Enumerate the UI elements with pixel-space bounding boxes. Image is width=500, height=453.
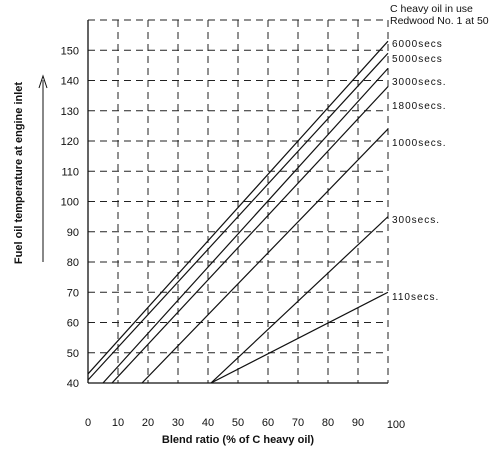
x-tick-label-30: 30 bbox=[172, 417, 184, 429]
grid bbox=[88, 19, 388, 383]
legend-note-line1: C heavy oil in use bbox=[390, 3, 473, 15]
y-tick-label-70: 70 bbox=[67, 287, 79, 299]
y-tick-label-100: 100 bbox=[61, 197, 79, 209]
y-tick-label-130: 130 bbox=[61, 106, 79, 118]
x-tick-label-10: 10 bbox=[112, 417, 124, 429]
y-tick-label-120: 120 bbox=[61, 136, 79, 148]
y-tick-label-80: 80 bbox=[67, 257, 79, 269]
y-tick-label-90: 90 bbox=[67, 227, 79, 239]
series-lines bbox=[87, 40, 389, 384]
series-line-1800secs bbox=[111, 86, 389, 384]
x-tick-label-70: 70 bbox=[292, 417, 304, 429]
y-tick-label-140: 140 bbox=[61, 76, 79, 88]
x-tick-label-90: 90 bbox=[352, 417, 364, 429]
y-tick-labels: 40 50 60 70 80 90 100 110 120 130 140 150 bbox=[61, 45, 79, 390]
y-axis-label: Fuel oil temperature at engine inlet bbox=[13, 82, 25, 264]
series-line-300secs bbox=[210, 216, 389, 384]
x-tick-label-40: 40 bbox=[202, 417, 214, 429]
y-tick-label-40: 40 bbox=[67, 378, 79, 390]
y-tick-label-60: 60 bbox=[67, 318, 79, 330]
y-tick-label-50: 50 bbox=[67, 348, 79, 360]
series-line-3000secs bbox=[102, 67, 389, 384]
series-label-6000secs: 6000secs bbox=[392, 39, 443, 50]
x-tick-label-100: 100 bbox=[387, 419, 405, 431]
series-label-300secs: 300secs. bbox=[392, 215, 440, 226]
x-tick-label-20: 20 bbox=[142, 417, 154, 429]
series-label-110secs: 110secs. bbox=[392, 292, 439, 303]
y-tick-label-110: 110 bbox=[61, 166, 79, 178]
x-tick-label-80: 80 bbox=[322, 417, 334, 429]
x-tick-label-60: 60 bbox=[262, 417, 274, 429]
series-labels: 6000secs 5000secs 3000secs. 1800secs. 1000se… bbox=[392, 39, 447, 303]
series-label-3000secs: 3000secs. bbox=[392, 77, 447, 88]
x-tick-label-0: 0 bbox=[85, 417, 91, 429]
axes bbox=[87, 20, 389, 384]
series-label-5000secs: 5000secs bbox=[392, 54, 443, 65]
series-line-5000secs bbox=[87, 52, 389, 381]
y-axis-arrow bbox=[38, 74, 48, 262]
series-line-1000secs bbox=[141, 128, 389, 384]
y-tick-label-150: 150 bbox=[61, 45, 79, 57]
series-label-1000secs: 1000secs. bbox=[392, 138, 447, 149]
series-line-6000secs bbox=[87, 40, 389, 375]
series-line-110secs bbox=[210, 291, 389, 384]
series-label-1800secs: 1800secs. bbox=[392, 101, 447, 112]
x-tick-label-50: 50 bbox=[232, 417, 244, 429]
x-axis-label: Blend ratio (% of C heavy oil) bbox=[162, 434, 315, 446]
legend-note-line2: Redwood No. 1 at 50 bbox=[390, 15, 489, 27]
x-tick-labels: 0 10 20 30 40 50 60 70 80 90 100 bbox=[85, 417, 405, 431]
